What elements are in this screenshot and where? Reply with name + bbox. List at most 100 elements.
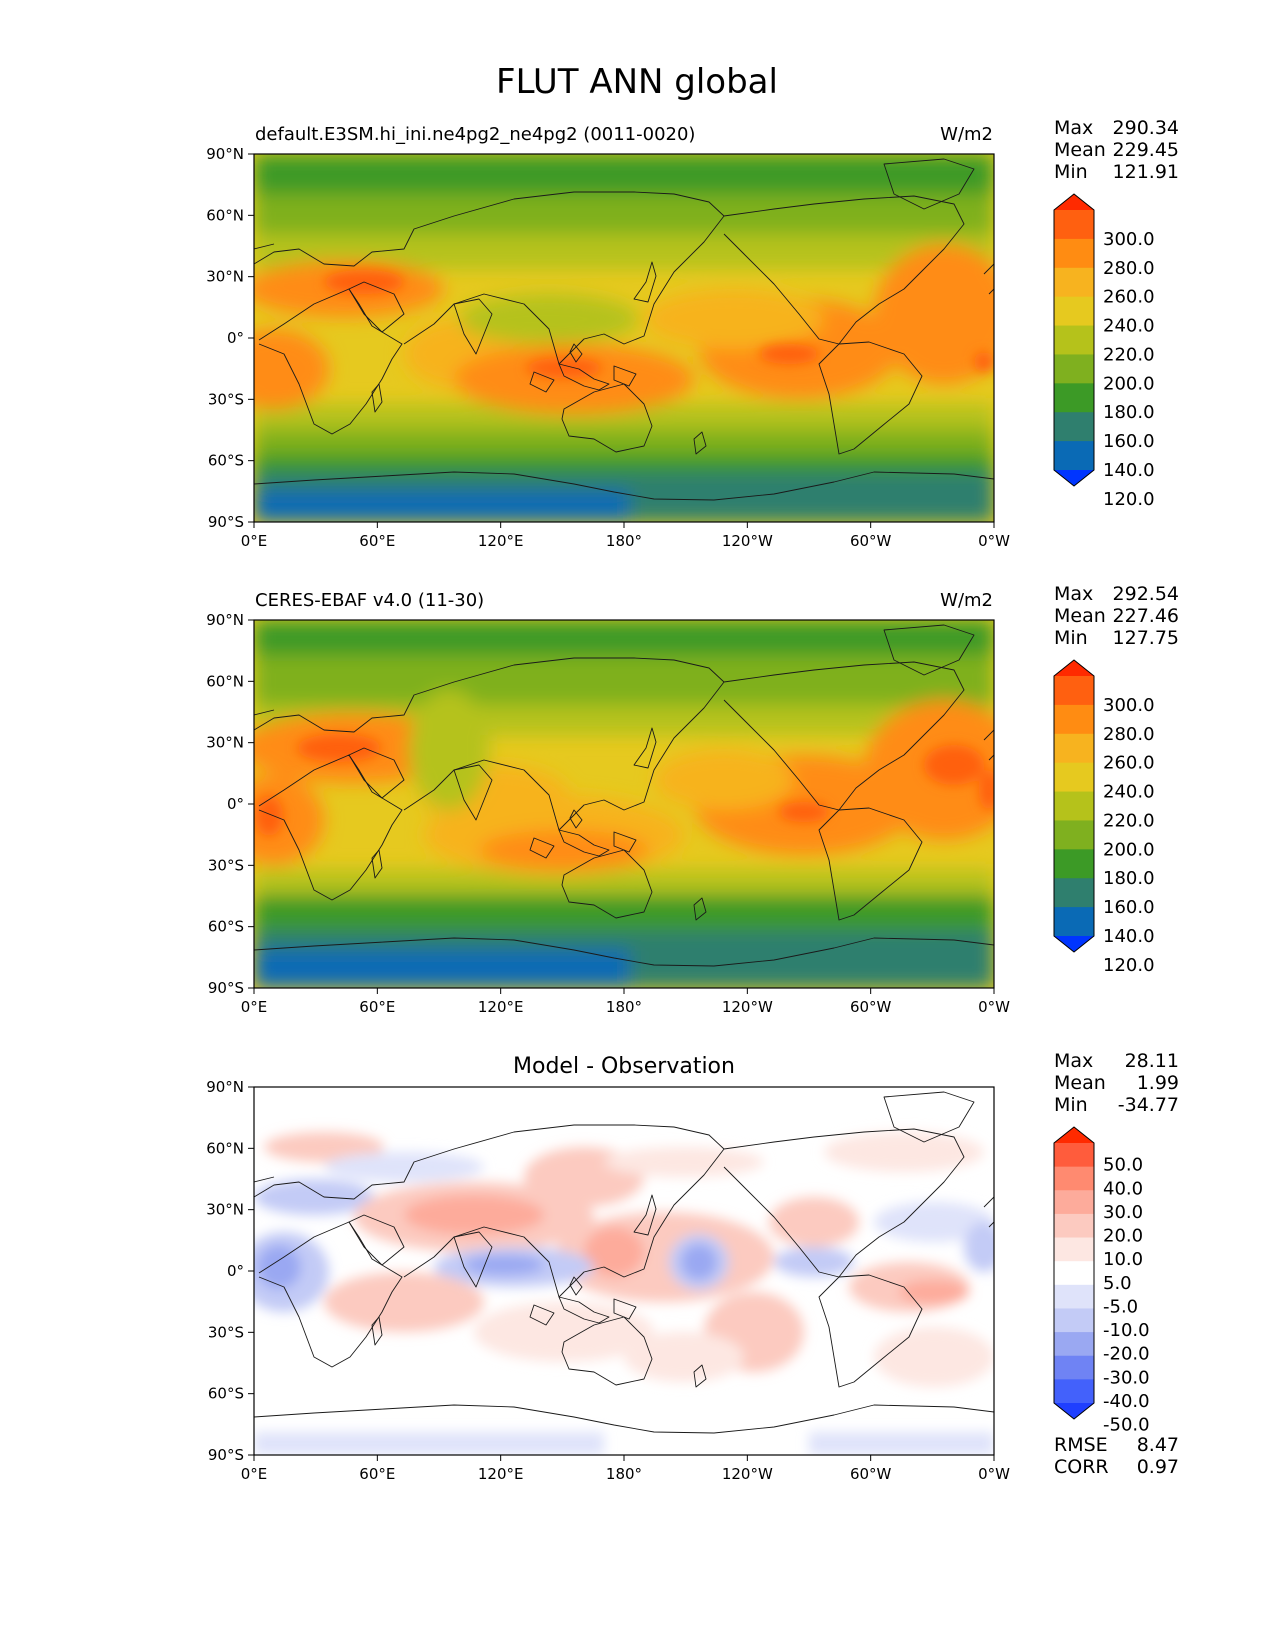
colorbar-segment bbox=[1054, 238, 1094, 269]
colorbar-segment bbox=[1054, 762, 1094, 793]
colorbar-segment bbox=[1054, 704, 1094, 735]
colorbar-extend-max bbox=[1054, 1127, 1094, 1143]
colorbar-segment bbox=[1054, 210, 1094, 240]
panel-left-title: CERES-EBAF v4.0 (11-30) bbox=[255, 590, 484, 611]
colorbar-tick-label: 140.0 bbox=[1103, 926, 1155, 947]
colorbar-tick-label: 10.0 bbox=[1103, 1249, 1143, 1270]
colorbar-extend-min bbox=[1054, 936, 1094, 952]
colorbar-extend-max bbox=[1054, 660, 1094, 676]
colorbar-tick-label: 120.0 bbox=[1103, 489, 1155, 510]
lon-tick-label: 120°W bbox=[722, 532, 773, 550]
lat-tick-label: 0° bbox=[227, 795, 244, 813]
colorbar-segment bbox=[1054, 849, 1094, 879]
colorbar-segment bbox=[1054, 733, 1094, 764]
footer-stat-value: 8.47 bbox=[1137, 1434, 1179, 1456]
lon-tick-label: 120°W bbox=[722, 1465, 773, 1483]
panel-units: W/m2 bbox=[940, 124, 993, 145]
lon-tick-label: 120°E bbox=[478, 998, 524, 1016]
footer-stat-value: 0.97 bbox=[1137, 1456, 1179, 1478]
stat-label: Mean bbox=[1054, 1072, 1106, 1094]
colorbar-segment bbox=[1054, 1261, 1094, 1286]
stat-value: 229.45 bbox=[1113, 139, 1179, 161]
colorbar-tick-label: 40.0 bbox=[1103, 1178, 1143, 1199]
colorbar-tick-label: 240.0 bbox=[1103, 782, 1155, 803]
stat-label: Min bbox=[1054, 161, 1088, 183]
stat-value: 1.99 bbox=[1137, 1072, 1179, 1094]
lat-tick-label: 0° bbox=[227, 1262, 244, 1280]
colorbar-tick-label: 200.0 bbox=[1103, 373, 1155, 394]
footer-stat-label: CORR bbox=[1054, 1456, 1109, 1478]
lon-tick-label: 180° bbox=[606, 1465, 642, 1483]
stat-label: Max bbox=[1054, 117, 1093, 139]
colorbar-segment bbox=[1054, 791, 1094, 822]
colorbar-segment bbox=[1054, 1143, 1094, 1168]
stat-label: Min bbox=[1054, 627, 1088, 649]
colorbar-outline bbox=[1053, 659, 1095, 953]
colorbar-segment bbox=[1054, 878, 1094, 908]
colorbar-segment bbox=[1054, 1379, 1094, 1404]
stat-label: Min bbox=[1054, 1094, 1088, 1116]
footer-stat-label: RMSE bbox=[1054, 1434, 1108, 1456]
colorbar-tick-label: 30.0 bbox=[1103, 1202, 1143, 1223]
panel-difference: Model - Observation bbox=[206, 1054, 1010, 1483]
colorbar-tick-label: 50.0 bbox=[1103, 1155, 1143, 1176]
colorbar-extend-min bbox=[1054, 1403, 1094, 1419]
colorbar-extend-min bbox=[1054, 470, 1094, 486]
lat-tick-label: 0° bbox=[227, 329, 244, 347]
lon-tick-label: 120°W bbox=[722, 998, 773, 1016]
colorbar-tick-label: 200.0 bbox=[1103, 839, 1155, 860]
colorbar-tick-label: 280.0 bbox=[1103, 258, 1155, 279]
panel-model: default.E3SM.hi_ini.ne4pg2_ne4pg2 (0011-… bbox=[206, 124, 1010, 550]
map-field bbox=[254, 1087, 994, 1455]
stat-value: 121.91 bbox=[1113, 161, 1179, 183]
colorbar-tick-label: 180.0 bbox=[1103, 402, 1155, 423]
lat-tick-label: 30°N bbox=[206, 1201, 244, 1219]
side-observation: Max 292.54 Mean 227.46 Min 127.75 300.0 280.0 26… bbox=[1053, 583, 1179, 976]
lat-tick-label: 60°S bbox=[208, 452, 244, 470]
lat-tick-label: 60°N bbox=[206, 672, 244, 690]
lat-tick-label: 90°N bbox=[206, 145, 244, 163]
panel-units: W/m2 bbox=[940, 590, 993, 611]
map-field bbox=[254, 154, 994, 522]
colorbar-segment bbox=[1054, 820, 1094, 850]
colorbar: 50.040.0 30.0 20.010.0 5.0-5.0 -10.0 -20.0-30… bbox=[1053, 1126, 1150, 1436]
lat-tick-label: 30°S bbox=[208, 1323, 244, 1341]
colorbar-tick-label: -30.0 bbox=[1103, 1367, 1150, 1388]
side-model: Max 290.34 Mean 229.45 Min 121.91 300.0 280.0 26… bbox=[1053, 117, 1179, 510]
colorbar-segment bbox=[1054, 412, 1094, 442]
lon-tick-label: 60°E bbox=[359, 1465, 395, 1483]
lon-tick-label: 60°W bbox=[850, 532, 892, 550]
stat-value: 227.46 bbox=[1113, 605, 1179, 627]
colorbar-tick-label: 260.0 bbox=[1103, 287, 1155, 308]
stat-value: 292.54 bbox=[1113, 583, 1179, 605]
lon-tick-label: 60°E bbox=[359, 998, 395, 1016]
colorbar-tick-label: 20.0 bbox=[1103, 1226, 1143, 1247]
lon-tick-label: 0°E bbox=[241, 1465, 268, 1483]
colorbar-segment bbox=[1054, 1332, 1094, 1357]
colorbar-tick-label: 220.0 bbox=[1103, 810, 1155, 831]
colorbar-tick-label: 160.0 bbox=[1103, 431, 1155, 452]
panel-center-title: Model - Observation bbox=[513, 1054, 735, 1079]
lon-tick-label: 0°W bbox=[978, 1465, 1010, 1483]
colorbar-tick-label: 300.0 bbox=[1103, 229, 1155, 250]
lon-tick-label: 60°W bbox=[850, 1465, 892, 1483]
figure-title: FLUT ANN global bbox=[496, 62, 778, 102]
lat-tick-label: 90°N bbox=[206, 611, 244, 629]
lon-tick-label: 60°E bbox=[359, 532, 395, 550]
colorbar-segment bbox=[1054, 267, 1094, 298]
panel-left-title: default.E3SM.hi_ini.ne4pg2_ne4pg2 (0011-… bbox=[255, 124, 695, 145]
colorbar-outline bbox=[1053, 1126, 1095, 1420]
stat-value: 127.75 bbox=[1113, 627, 1179, 649]
lon-tick-label: 180° bbox=[606, 532, 642, 550]
colorbar-segment bbox=[1054, 676, 1094, 706]
colorbar: 300.0 280.0 260.0 240.0 220.0 200.0 180.0 160.0… bbox=[1053, 659, 1155, 976]
colorbar-tick-label: 300.0 bbox=[1103, 695, 1155, 716]
lat-tick-label: 60°N bbox=[206, 206, 244, 224]
colorbar-segment bbox=[1054, 1166, 1094, 1191]
stat-label: Mean bbox=[1054, 139, 1106, 161]
map-field bbox=[254, 620, 994, 988]
colorbar-tick-label: 140.0 bbox=[1103, 460, 1155, 481]
lat-tick-label: 60°S bbox=[208, 1385, 244, 1403]
lon-tick-label: 0°W bbox=[978, 532, 1010, 550]
lon-tick-label: 120°E bbox=[478, 532, 524, 550]
